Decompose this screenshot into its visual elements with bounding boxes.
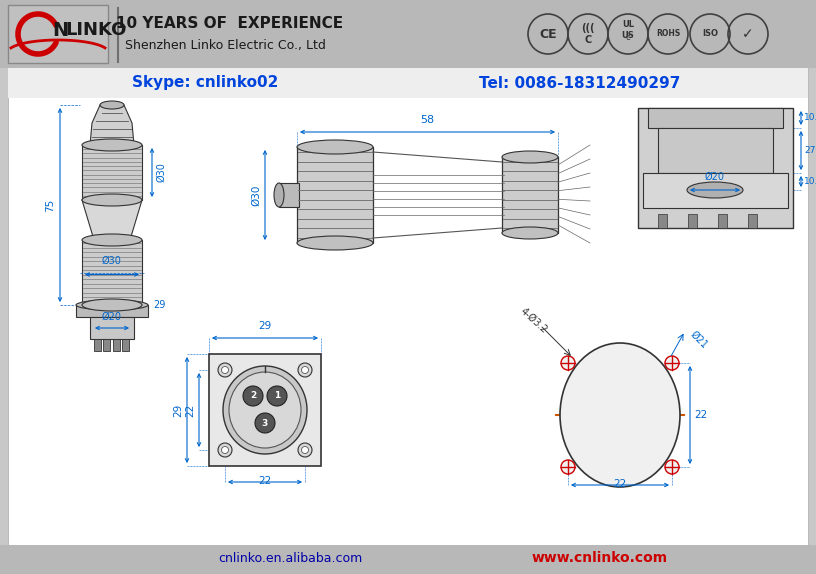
Circle shape	[221, 367, 228, 374]
Bar	[638, 108, 793, 228]
Circle shape	[561, 356, 575, 370]
Bar	[279, 183, 299, 207]
Text: ROHS: ROHS	[656, 29, 680, 38]
Text: 10.2: 10.2	[804, 177, 816, 186]
Ellipse shape	[297, 236, 373, 250]
Bar	[90, 317, 134, 339]
Bar	[113, 339, 120, 351]
Text: Ø30: Ø30	[251, 184, 261, 205]
Circle shape	[665, 460, 679, 474]
Text: Ø30: Ø30	[102, 255, 122, 266]
Text: 2: 2	[250, 391, 256, 401]
Ellipse shape	[100, 101, 124, 109]
Text: 75: 75	[45, 199, 55, 212]
Text: c: c	[626, 33, 630, 42]
Ellipse shape	[502, 227, 558, 239]
Text: N: N	[52, 21, 69, 40]
Circle shape	[243, 386, 263, 406]
Text: 27.5: 27.5	[804, 146, 816, 155]
Text: Shenzhen Linko Electric Co., Ltd: Shenzhen Linko Electric Co., Ltd	[125, 40, 326, 52]
Text: UL
US: UL US	[622, 20, 634, 40]
Bar	[8, 68, 808, 98]
Polygon shape	[82, 200, 142, 240]
Text: CE: CE	[539, 28, 557, 41]
Polygon shape	[90, 105, 134, 145]
Text: 22: 22	[694, 410, 707, 420]
Ellipse shape	[687, 182, 743, 198]
Bar	[209, 354, 321, 466]
Text: ISO: ISO	[702, 29, 718, 38]
Bar	[648, 108, 783, 128]
Text: Tel: 0086-18312490297: Tel: 0086-18312490297	[479, 76, 681, 91]
Bar	[76, 305, 148, 317]
Text: 29: 29	[259, 321, 272, 331]
Bar	[82, 145, 142, 200]
Text: 3: 3	[262, 418, 268, 428]
Bar	[94, 339, 101, 351]
Bar	[688, 214, 697, 228]
Circle shape	[298, 363, 312, 377]
Bar	[502, 157, 558, 233]
Text: 22: 22	[614, 479, 627, 489]
Ellipse shape	[90, 140, 134, 150]
Bar	[643, 173, 788, 208]
Circle shape	[561, 460, 575, 474]
Text: Ø20: Ø20	[705, 172, 725, 182]
Text: 29: 29	[173, 404, 183, 417]
Bar	[718, 214, 727, 228]
Ellipse shape	[229, 372, 301, 448]
Ellipse shape	[274, 183, 284, 207]
Circle shape	[301, 367, 308, 374]
Bar	[658, 128, 773, 173]
Bar	[8, 5, 108, 63]
Text: Ø20: Ø20	[102, 312, 122, 322]
Text: 22: 22	[259, 476, 272, 486]
Circle shape	[218, 443, 232, 457]
Text: ✓: ✓	[743, 27, 754, 41]
Circle shape	[255, 413, 275, 433]
Text: Ø30: Ø30	[156, 162, 166, 183]
Circle shape	[221, 447, 228, 453]
Bar	[82, 240, 142, 305]
Ellipse shape	[76, 300, 148, 310]
Bar	[297, 147, 373, 243]
Ellipse shape	[82, 139, 142, 151]
Ellipse shape	[82, 299, 142, 311]
Circle shape	[218, 363, 232, 377]
Text: 29: 29	[153, 300, 166, 310]
Text: LINKO: LINKO	[65, 21, 126, 39]
Text: 1: 1	[274, 391, 280, 401]
Bar	[8, 68, 808, 546]
Bar	[103, 339, 110, 351]
Bar	[0, 545, 816, 574]
Ellipse shape	[297, 140, 373, 154]
Text: 22: 22	[185, 404, 195, 417]
Ellipse shape	[560, 343, 680, 487]
Bar	[122, 339, 129, 351]
Text: 10 YEARS OF  EXPERIENCE: 10 YEARS OF EXPERIENCE	[117, 17, 344, 32]
Circle shape	[301, 447, 308, 453]
Bar	[748, 214, 757, 228]
Ellipse shape	[223, 366, 307, 454]
Bar	[658, 214, 667, 228]
Text: Skype: cnlinko02: Skype: cnlinko02	[132, 76, 278, 91]
Circle shape	[298, 443, 312, 457]
Text: Ø21: Ø21	[688, 329, 709, 350]
Circle shape	[267, 386, 287, 406]
Text: (((
C: ((( C	[581, 23, 595, 45]
Ellipse shape	[82, 234, 142, 246]
Text: www.cnlinko.com: www.cnlinko.com	[532, 551, 668, 565]
Text: 4-Ø3.2: 4-Ø3.2	[518, 307, 549, 336]
Bar	[0, 0, 816, 68]
Text: cnlinko.en.alibaba.com: cnlinko.en.alibaba.com	[218, 552, 362, 564]
Circle shape	[665, 356, 679, 370]
Ellipse shape	[82, 194, 142, 206]
Ellipse shape	[502, 151, 558, 163]
Text: 58: 58	[420, 115, 435, 125]
Text: 10.5: 10.5	[804, 114, 816, 122]
